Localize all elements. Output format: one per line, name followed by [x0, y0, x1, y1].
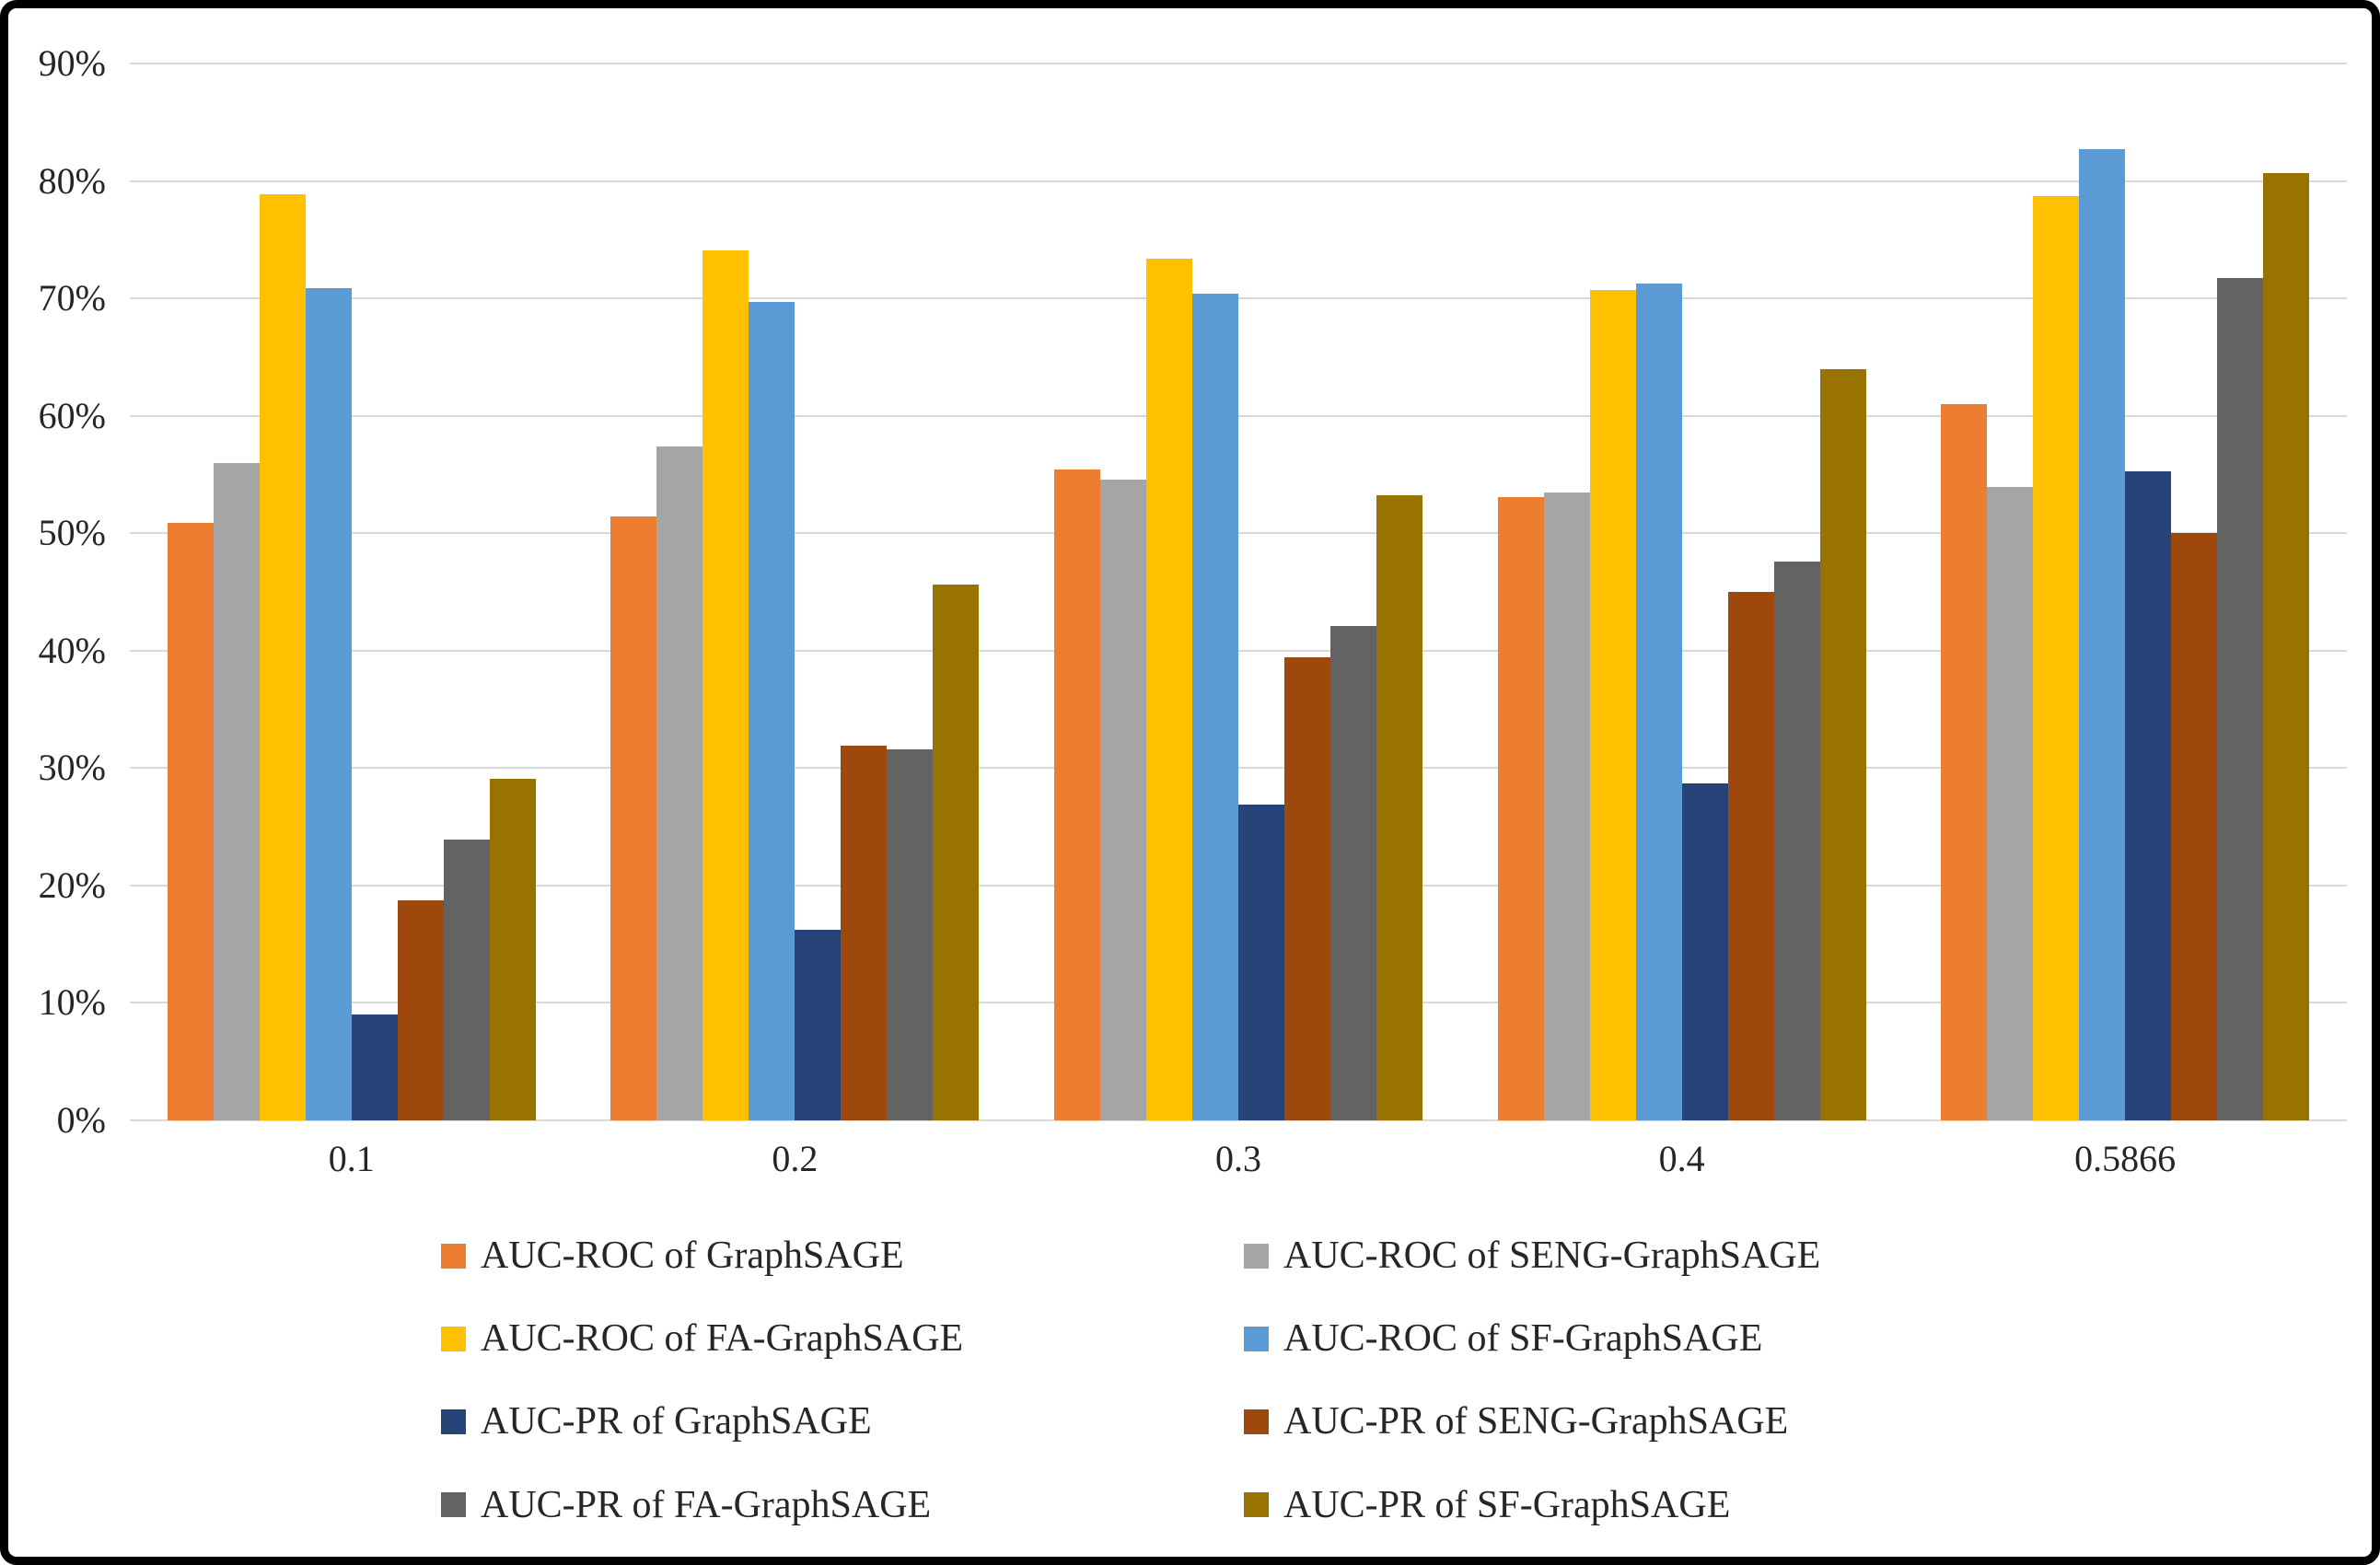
- bar: [167, 522, 214, 1120]
- legend-marker-icon: [1244, 1492, 1269, 1518]
- bar: [749, 301, 795, 1120]
- y-tick-label: 90%: [38, 42, 106, 84]
- legend-label: AUC-ROC of SF-GraphSAGE: [1283, 1317, 1763, 1361]
- legend-item: AUC-ROC of SENG-GraphSAGE: [1244, 1235, 2047, 1277]
- bar: [1987, 487, 2034, 1120]
- bar-group: [130, 64, 574, 1120]
- bar-group: [1903, 64, 2347, 1120]
- y-tick-label: 10%: [38, 981, 106, 1024]
- legend-label: AUC-ROC of FA-GraphSAGE: [481, 1317, 964, 1361]
- bar: [795, 930, 842, 1120]
- legend-item: AUC-ROC of GraphSAGE: [441, 1235, 1244, 1277]
- gridline: [130, 414, 2347, 417]
- legend-item: AUC-PR of SENG-GraphSAGE: [1244, 1400, 2047, 1443]
- legend: AUC-ROC of GraphSAGE AUC-ROC of SENG-Grap…: [441, 1235, 2047, 1526]
- y-tick-label: 40%: [38, 629, 106, 671]
- bar: [1941, 403, 1988, 1120]
- bar: [1819, 368, 1866, 1120]
- legend-label: AUC-PR of SF-GraphSAGE: [1283, 1483, 1731, 1526]
- legend-label: AUC-PR of FA-GraphSAGE: [481, 1483, 932, 1526]
- y-tick-label: 0%: [56, 1099, 106, 1141]
- bar: [213, 462, 260, 1120]
- bar: [1191, 294, 1238, 1120]
- legend-marker-icon: [441, 1243, 466, 1269]
- legend-marker-icon: [441, 1326, 466, 1351]
- legend-item: AUC-PR of GraphSAGE: [441, 1400, 1244, 1443]
- bar-group: [1016, 64, 1460, 1120]
- bar: [656, 446, 703, 1120]
- bar-group: [1460, 64, 1904, 1120]
- gridline: [130, 1119, 2347, 1121]
- y-tick-label: 70%: [38, 277, 106, 319]
- bar: [1283, 657, 1330, 1120]
- y-axis: 0% 10% 20% 30% 40% 50% 60% 70% 80% 90%: [8, 45, 121, 1139]
- bar: [351, 1014, 398, 1120]
- bar: [397, 900, 444, 1120]
- bar: [2033, 196, 2080, 1120]
- legend-item: AUC-PR of SF-GraphSAGE: [1244, 1484, 2047, 1526]
- bar: [841, 746, 888, 1120]
- x-axis: 0.1 0.2 0.3 0.4 0.5866: [130, 1141, 2347, 1177]
- x-tick-label: 0.5866: [2074, 1138, 2177, 1179]
- plot-area: [130, 63, 2347, 1121]
- bar: [1635, 283, 1682, 1120]
- bar: [2171, 533, 2218, 1120]
- gridline: [130, 767, 2347, 770]
- bar: [933, 585, 980, 1120]
- gridline: [130, 63, 2347, 64]
- bar: [2263, 172, 2310, 1120]
- bar: [1237, 804, 1284, 1120]
- y-tick-label: 30%: [38, 747, 106, 789]
- bar: [610, 516, 657, 1120]
- bar: [1681, 782, 1728, 1120]
- legend-marker-icon: [1244, 1408, 1269, 1434]
- bar: [305, 287, 352, 1120]
- bar-group: [574, 64, 1017, 1120]
- bar: [1727, 592, 1774, 1120]
- bar: [1145, 258, 1192, 1120]
- legend-item: AUC-ROC of FA-GraphSAGE: [441, 1317, 1244, 1360]
- legend-label: AUC-ROC of SENG-GraphSAGE: [1283, 1235, 1821, 1277]
- legend-item: AUC-PR of FA-GraphSAGE: [441, 1484, 1244, 1526]
- y-tick-label: 80%: [38, 159, 106, 202]
- bar: [2125, 470, 2172, 1120]
- bar: [1099, 479, 1146, 1120]
- bar: [702, 249, 749, 1120]
- legend-marker-icon: [441, 1492, 466, 1518]
- bar: [2079, 149, 2126, 1120]
- legend-label: AUC-PR of GraphSAGE: [481, 1400, 872, 1443]
- bar: [1329, 626, 1376, 1120]
- y-tick-label: 20%: [38, 864, 106, 906]
- gridline: [130, 649, 2347, 652]
- y-tick-label: 60%: [38, 394, 106, 436]
- bar: [2217, 278, 2264, 1120]
- legend-label: AUC-PR of SENG-GraphSAGE: [1283, 1400, 1789, 1443]
- bar: [887, 748, 934, 1120]
- x-tick-label: 0.1: [328, 1138, 375, 1179]
- x-tick-label: 0.3: [1214, 1138, 1261, 1179]
- x-tick-label: 0.2: [772, 1138, 818, 1179]
- bar: [1773, 561, 1820, 1120]
- y-tick-label: 50%: [38, 512, 106, 554]
- bar: [1497, 496, 1544, 1120]
- bar: [1589, 290, 1636, 1120]
- bar: [1376, 495, 1422, 1120]
- bar-groups: [130, 64, 2347, 1120]
- gridline: [130, 297, 2347, 300]
- gridline: [130, 532, 2347, 535]
- legend-marker-icon: [441, 1408, 466, 1434]
- bar: [443, 840, 490, 1120]
- legend-marker-icon: [1244, 1243, 1269, 1269]
- bar: [259, 193, 306, 1120]
- legend-label: AUC-ROC of GraphSAGE: [481, 1235, 904, 1277]
- x-tick-label: 0.4: [1658, 1138, 1705, 1179]
- bar: [1543, 492, 1590, 1120]
- bar: [1053, 470, 1100, 1120]
- gridline: [130, 180, 2347, 182]
- bar: [489, 778, 536, 1120]
- legend-marker-icon: [1244, 1326, 1269, 1351]
- legend-item: AUC-ROC of SF-GraphSAGE: [1244, 1317, 2047, 1360]
